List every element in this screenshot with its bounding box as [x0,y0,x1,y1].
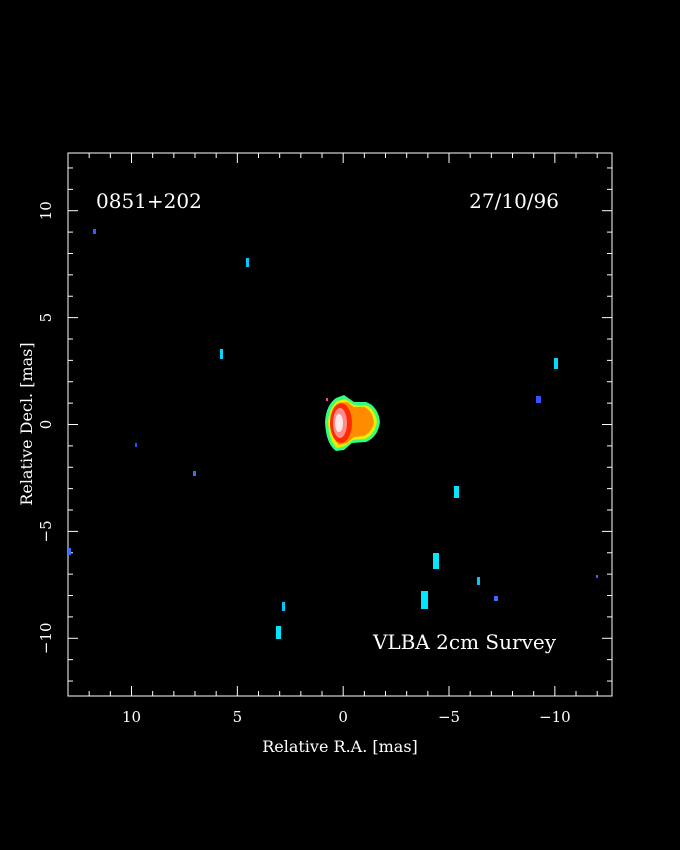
x-axis-label: Relative R.A. [mas] [262,737,418,756]
noise-speck [433,553,439,569]
y-tick-label: −10 [37,622,55,654]
y-tick-label: 5 [37,313,55,323]
noise-speckles [68,229,598,639]
x-tick-label: 5 [233,708,243,726]
source-name-label: 0851+202 [96,189,202,213]
noise-speck [276,626,281,639]
x-tick-label: 10 [122,708,141,726]
noise-speck [282,602,285,611]
y-tick-label: 10 [37,201,55,220]
axis-ticks [67,153,612,696]
noise-speck [454,486,459,498]
noise-speck [68,548,71,555]
date-label: 27/10/96 [469,189,559,213]
x-tick-label: −10 [539,708,571,726]
noise-speck [193,471,196,476]
noise-speck [554,358,558,369]
noise-speck [246,258,249,267]
noise-speck [326,398,328,401]
noise-speck [596,575,598,578]
x-tick-label: 0 [338,708,348,726]
y-axis-label: Relative Decl. [mas] [17,342,36,505]
noise-speck [421,591,428,609]
noise-speck [220,349,223,359]
source-core [325,395,380,451]
y-tick-label: 0 [37,420,55,430]
x-tick-label: −5 [438,708,460,726]
noise-speck [135,443,137,447]
survey-label: VLBA 2cm Survey [372,630,557,654]
y-tick-label: −5 [37,520,55,542]
core-peak [335,414,343,432]
noise-speck [477,577,480,585]
noise-speck [536,396,541,403]
noise-speck [494,596,498,601]
noise-speck [93,229,96,234]
axis-tick-labels: 10 5 0 −5 −10 −10 −5 0 5 10 [37,201,571,726]
